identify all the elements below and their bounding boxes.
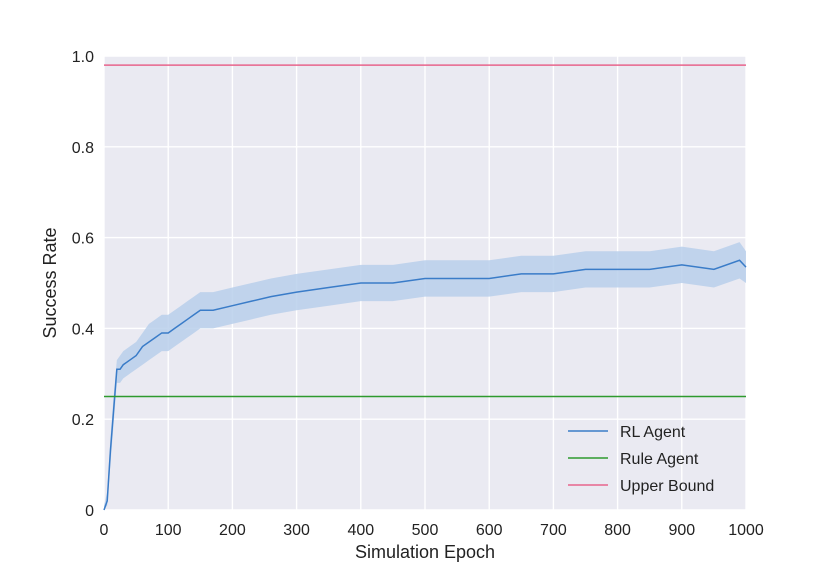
x-tick-label-400: 400 [347, 522, 374, 539]
legend: RL Agent Rule Agent Upper Bound [568, 424, 714, 495]
y-axis-label: Success Rate [40, 227, 60, 338]
x-tick-label-1000: 1000 [728, 522, 764, 539]
x-tick-label-300: 300 [283, 522, 310, 539]
y-tick-label-0.8: 0.8 [72, 140, 94, 157]
x-tick-labels: 0 100 200 300 400 500 600 700 800 900 1000 [100, 522, 764, 539]
x-tick-label-0: 0 [100, 522, 109, 539]
y-tick-label-0.4: 0.4 [72, 321, 94, 338]
y-tick-labels: 0 0.2 0.4 0.6 0.8 1.0 [72, 49, 94, 520]
legend-label-rl-agent: RL Agent [620, 424, 686, 441]
x-tick-label-500: 500 [412, 522, 439, 539]
data-series [103, 64, 747, 511]
legend-label-upper-bound: Upper Bound [620, 478, 714, 495]
y-tick-label-0.2: 0.2 [72, 412, 94, 429]
y-tick-label-1.0: 1.0 [72, 49, 94, 66]
y-tick-label-0: 0 [85, 503, 94, 520]
x-axis-label: Simulation Epoch [355, 542, 495, 562]
x-tick-label-900: 900 [668, 522, 695, 539]
x-tick-label-700: 700 [540, 522, 567, 539]
x-tick-label-200: 200 [219, 522, 246, 539]
x-tick-label-800: 800 [604, 522, 631, 539]
rl-agent-line [103, 259, 747, 511]
x-tick-label-600: 600 [476, 522, 503, 539]
y-tick-label-0.6: 0.6 [72, 231, 94, 248]
legend-label-rule-agent: Rule Agent [620, 451, 699, 468]
rl-agent-band [104, 242, 746, 510]
x-tick-label-100: 100 [155, 522, 182, 539]
